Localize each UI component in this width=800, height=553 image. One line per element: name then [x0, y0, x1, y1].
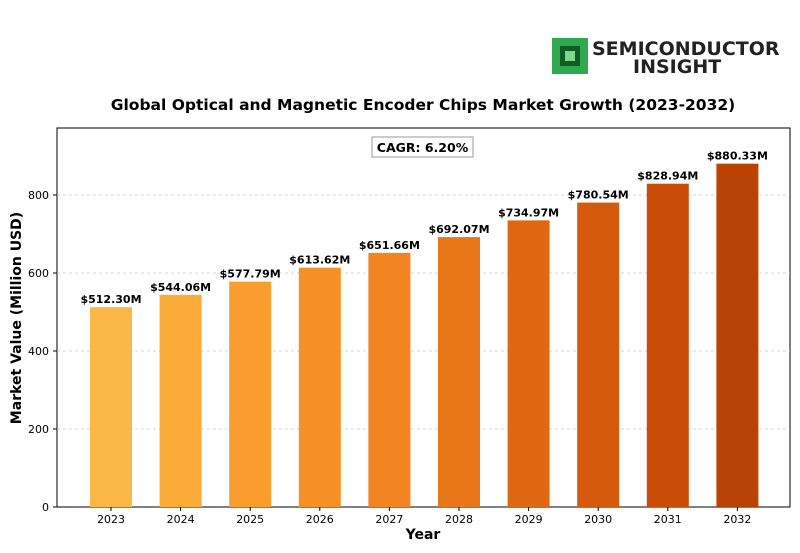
data-label: $780.54M: [568, 189, 629, 202]
data-label: $512.30M: [80, 293, 141, 306]
data-labels-group: $512.30M $544.06M $577.79M $613.62M $651.66M…: [80, 150, 767, 307]
chart-title: Global Optical and Magnetic Encoder Chip…: [111, 96, 735, 114]
x-axis-ticks: 2023 2024 2025 2026 2027 2028 2029 2030 2031 2032: [97, 507, 751, 526]
bars-group: [90, 163, 759, 508]
data-label: $613.62M: [289, 254, 350, 267]
bar-2026: [298, 267, 341, 507]
brand-line2: INSIGHT: [633, 56, 721, 78]
data-label: $544.06M: [150, 281, 211, 294]
chip-icon-center: [565, 51, 575, 61]
y-axis-label: Market Value (Million USD): [9, 212, 25, 424]
cagr-box: [371, 136, 474, 158]
bar-2030: [577, 202, 620, 507]
bar-2032: [716, 163, 759, 507]
bar-2031: [646, 183, 689, 508]
data-label: $734.97M: [498, 206, 559, 219]
data-label: $828.94M: [637, 170, 698, 183]
x-tick-label: 2028: [445, 513, 473, 526]
x-tick-label: 2029: [515, 513, 543, 526]
x-tick-label: 2025: [236, 513, 264, 526]
x-tick-label: 2024: [167, 513, 195, 526]
data-label: $577.79M: [220, 268, 281, 281]
bar-2027: [368, 252, 411, 507]
x-tick-label: 2030: [584, 513, 612, 526]
bar-2024: [159, 294, 202, 507]
bar-2028: [438, 237, 480, 507]
data-label: $692.07M: [428, 223, 489, 236]
x-tick-label: 2023: [97, 513, 125, 526]
y-tick-label: 400: [28, 345, 49, 358]
x-axis-label: Year: [405, 527, 441, 543]
y-tick-label: 800: [28, 189, 49, 202]
y-tick-label: 600: [28, 267, 49, 280]
bar-2023: [90, 307, 132, 507]
x-tick-label: 2027: [375, 513, 403, 526]
x-tick-label: 2026: [306, 513, 334, 526]
bar-2025: [229, 281, 272, 507]
cagr-text: CAGR: 6.20%: [377, 140, 469, 155]
x-tick-label: 2031: [654, 513, 682, 526]
brand-logo: SEMICONDUCTOR INSIGHT: [552, 38, 780, 78]
x-tick-label: 2032: [723, 513, 751, 526]
cagr-annotation: CAGR: 6.20%: [371, 136, 474, 158]
data-label: $880.33M: [707, 150, 768, 163]
data-label: $651.66M: [359, 239, 420, 252]
y-tick-label: 200: [28, 423, 49, 436]
brand-line1: SEMICONDUCTOR: [592, 38, 780, 60]
y-axis-ticks: 0 200 400 600 800: [28, 189, 57, 514]
y-tick-label: 0: [42, 501, 49, 514]
bar-2029: [507, 220, 550, 507]
